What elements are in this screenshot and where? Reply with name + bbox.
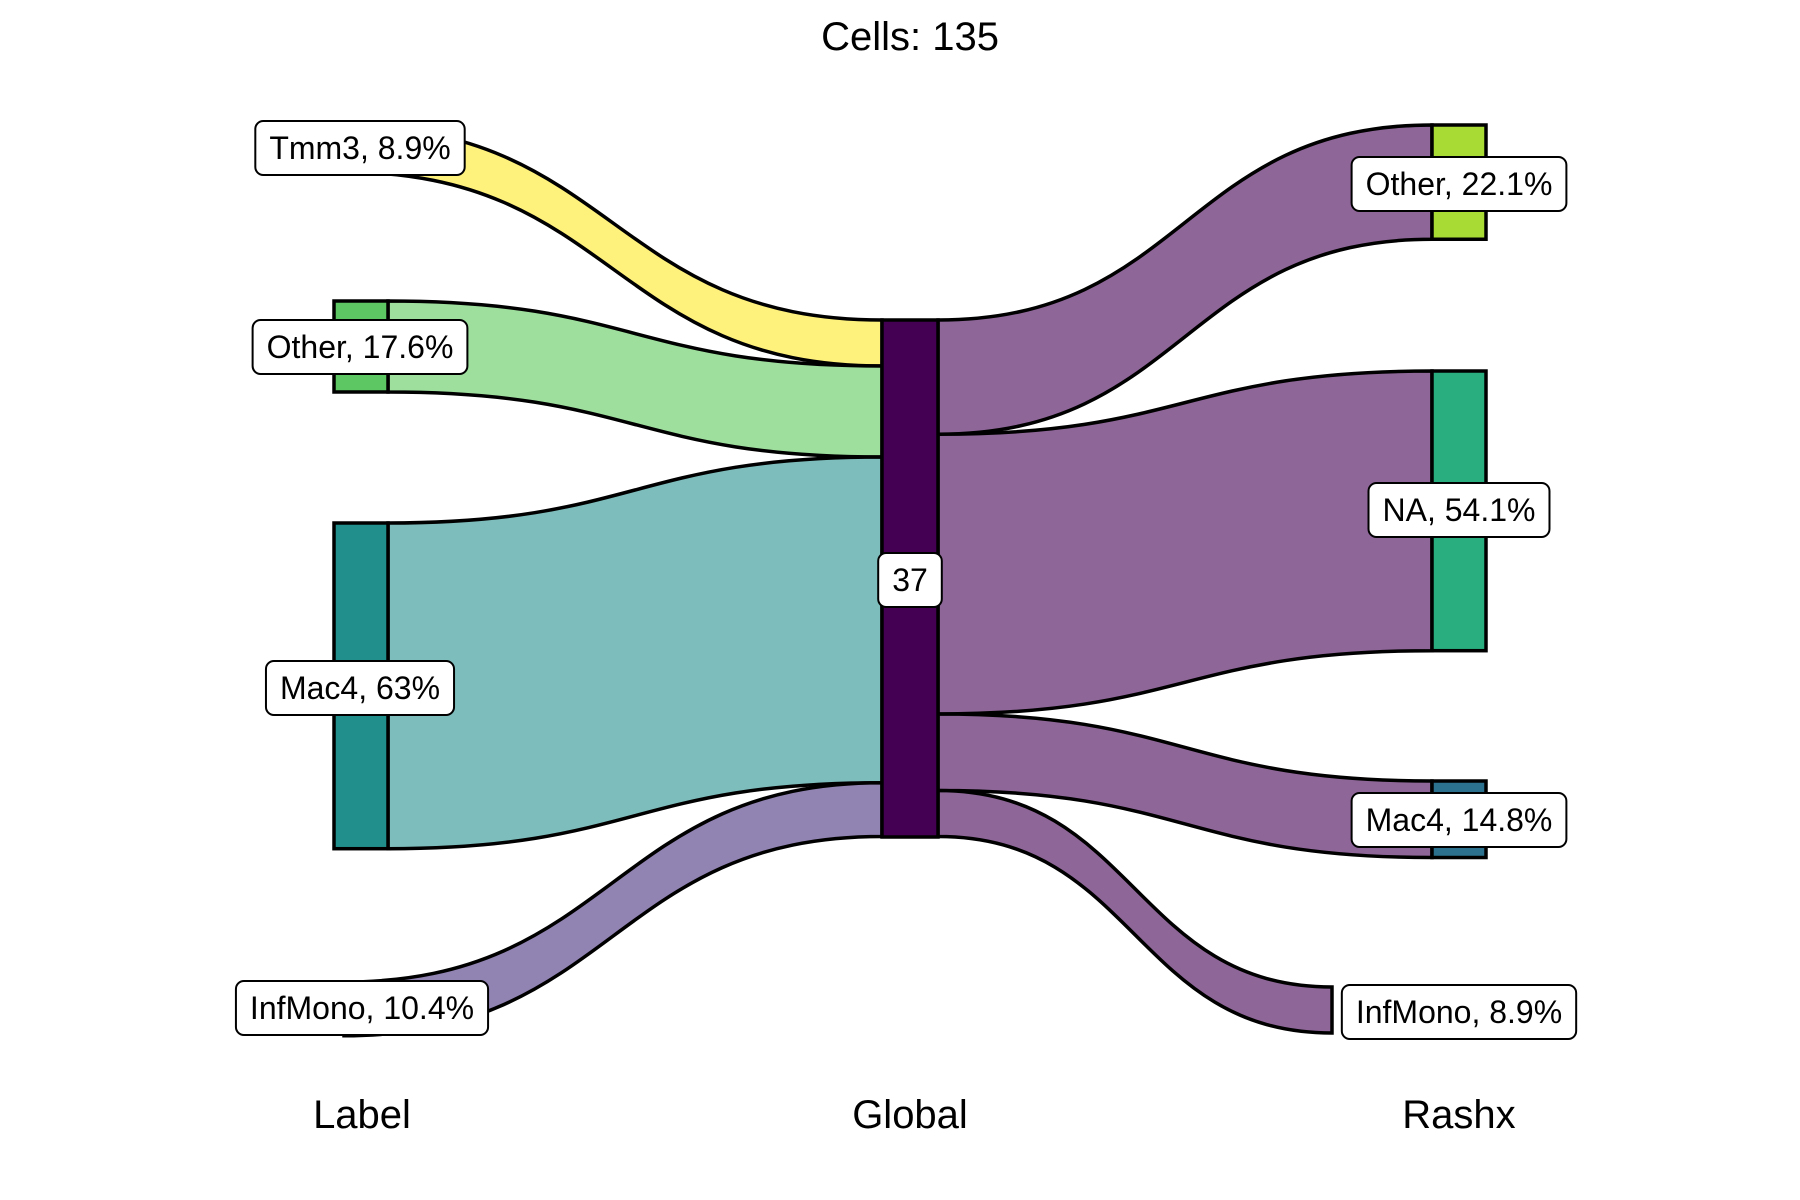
right-flows: [936, 123, 1434, 1035]
label-right-other: Other, 22.1%: [1350, 156, 1568, 212]
label-left-infmono-text: InfMono, 10.4%: [250, 990, 474, 1026]
label-right-mac4-text: Mac4, 14.8%: [1366, 802, 1553, 838]
label-left-other-text: Other, 17.6%: [267, 329, 454, 365]
label-left-tmm3-box: [254, 120, 466, 176]
label-center: 37: [877, 552, 943, 608]
label-left-tmm3: Tmm3, 8.9%: [254, 120, 466, 176]
nodes: [332, 123, 1488, 860]
label-right-other-text: Other, 22.1%: [1366, 166, 1553, 202]
label-left-infmono-box: [234, 980, 490, 1036]
flow-right-infmono: [936, 788, 1334, 1035]
label-right-other-box: [1350, 156, 1568, 212]
label-right-infmono-text: InfMono, 8.9%: [1356, 994, 1562, 1030]
axis-label-rashx: Rashx: [1402, 1093, 1515, 1137]
label-right-na: NA, 54.1%: [1367, 482, 1551, 538]
label-left-other-box: [251, 319, 469, 375]
label-right-na-text: NA, 54.1%: [1383, 492, 1536, 528]
label-left-infmono: InfMono, 10.4%: [234, 980, 490, 1036]
label-left-mac4-text: Mac4, 63%: [280, 670, 440, 706]
label-left-tmm3-text: Tmm3, 8.9%: [269, 130, 450, 166]
label-center-box: [877, 552, 943, 608]
node-labels: Tmm3, 8.9% Other, 17.6% Mac4, 63% InfMono, …: [234, 120, 1578, 1040]
label-right-infmono-box: [1340, 984, 1578, 1040]
label-center-text: 37: [892, 562, 928, 598]
chart-title: Cells: 135: [821, 15, 999, 59]
label-left-mac4: Mac4, 63%: [264, 660, 456, 716]
label-left-other: Other, 17.6%: [251, 319, 469, 375]
label-right-mac4: Mac4, 14.8%: [1350, 792, 1568, 848]
axis-label-global: Global: [852, 1093, 968, 1137]
label-right-infmono: InfMono, 8.9%: [1340, 984, 1578, 1040]
axis-label-label: Label: [313, 1093, 411, 1137]
label-right-mac4-box: [1350, 792, 1568, 848]
label-left-mac4-box: [264, 660, 456, 716]
left-flows: [342, 124, 884, 1038]
label-right-na-box: [1367, 482, 1551, 538]
